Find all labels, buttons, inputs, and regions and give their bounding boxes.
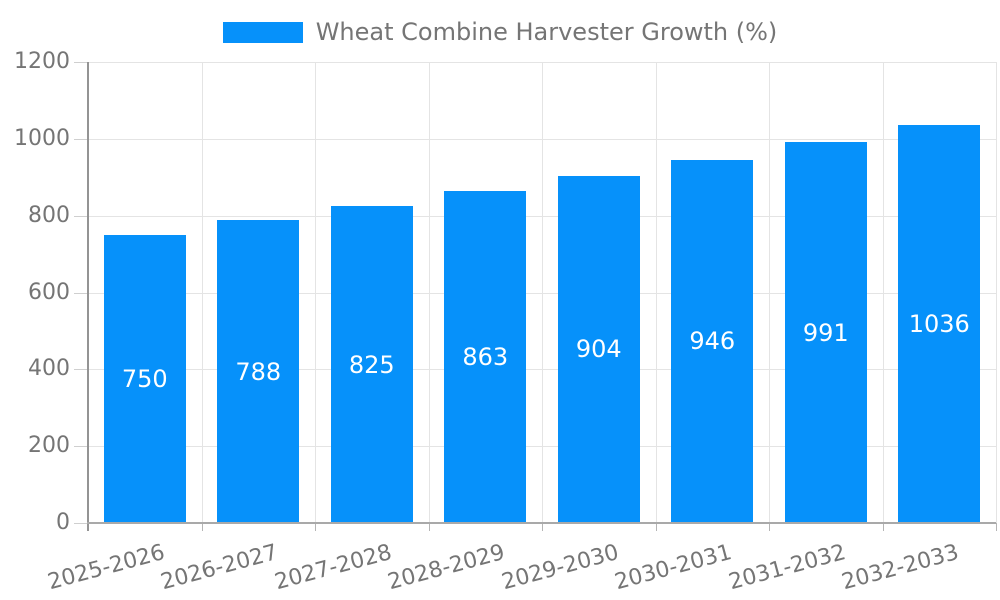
bar-2028-2029[interactable] bbox=[444, 191, 527, 523]
x-tick-mark bbox=[542, 523, 543, 531]
y-tick-mark bbox=[74, 523, 88, 524]
x-tick-mark bbox=[428, 523, 430, 531]
y-tick-mark bbox=[74, 62, 88, 63]
bar-2030-2031[interactable] bbox=[671, 159, 754, 523]
x-tick-mark bbox=[201, 523, 203, 531]
y-tick-label: 200 bbox=[28, 433, 70, 459]
bar-value-label: 825 bbox=[348, 350, 395, 379]
x-tick-label: 2028-2029 bbox=[385, 540, 508, 596]
x-tick-mark bbox=[882, 523, 884, 531]
y-tick-label: 1200 bbox=[14, 49, 70, 74]
x-gridline bbox=[428, 62, 430, 523]
y-tick-label: 800 bbox=[28, 202, 70, 228]
y-tick-mark bbox=[74, 446, 88, 448]
x-gridline bbox=[201, 62, 203, 523]
x-tick-label: 2027-2028 bbox=[271, 540, 395, 596]
bar-2027-2028[interactable] bbox=[330, 206, 413, 523]
y-axis-line bbox=[87, 62, 89, 531]
x-tick-label: 2031-2032 bbox=[725, 540, 849, 596]
bar-2032-2033[interactable] bbox=[898, 125, 981, 523]
bar-value-label: 946 bbox=[689, 327, 736, 356]
y-tick-label: 600 bbox=[28, 279, 70, 305]
legend: Wheat Combine Harvester Growth (%) bbox=[0, 18, 1000, 46]
x-tick-label: 2026-2027 bbox=[158, 540, 281, 596]
y-tick-mark bbox=[74, 292, 88, 294]
bar-value-label: 863 bbox=[462, 343, 509, 372]
x-tick-label: 2029-2030 bbox=[498, 540, 622, 596]
x-tick-mark bbox=[315, 523, 316, 531]
x-tick-label: 2032-2033 bbox=[839, 540, 962, 596]
y-tick-label: 0 bbox=[56, 510, 70, 535]
bar-value-label: 788 bbox=[235, 357, 282, 386]
x-axis-line bbox=[87, 522, 996, 524]
bar-2025-2026[interactable] bbox=[103, 234, 186, 523]
x-tick-label: 2030-2031 bbox=[612, 540, 735, 596]
bar-value-label: 1036 bbox=[908, 310, 970, 338]
bar-2029-2030[interactable] bbox=[557, 175, 640, 523]
y-tick-label: 400 bbox=[28, 356, 70, 382]
bar-2026-2027[interactable] bbox=[217, 220, 300, 523]
x-gridline bbox=[769, 62, 770, 523]
x-gridline bbox=[655, 62, 657, 523]
x-tick-label: 2025-2026 bbox=[44, 540, 168, 596]
bar-value-label: 750 bbox=[121, 364, 168, 393]
y-tick-mark bbox=[74, 215, 88, 217]
y-tick-mark bbox=[74, 369, 88, 371]
y-tick-mark bbox=[74, 138, 88, 140]
x-gridline bbox=[996, 62, 997, 523]
legend-item[interactable]: Wheat Combine Harvester Growth (%) bbox=[222, 18, 778, 46]
x-gridline bbox=[315, 62, 316, 523]
x-gridline bbox=[882, 62, 884, 523]
bar-value-label: 991 bbox=[802, 318, 849, 347]
x-gridline bbox=[542, 62, 543, 523]
legend-swatch-icon bbox=[222, 21, 303, 43]
bar-value-label: 904 bbox=[575, 335, 622, 364]
bar-2031-2032[interactable] bbox=[784, 142, 867, 523]
legend-label: Wheat Combine Harvester Growth (%) bbox=[315, 18, 778, 46]
x-tick-mark bbox=[769, 523, 770, 531]
x-tick-mark bbox=[996, 523, 997, 531]
y-tick-label: 1000 bbox=[14, 125, 70, 151]
x-tick-mark bbox=[655, 523, 657, 531]
